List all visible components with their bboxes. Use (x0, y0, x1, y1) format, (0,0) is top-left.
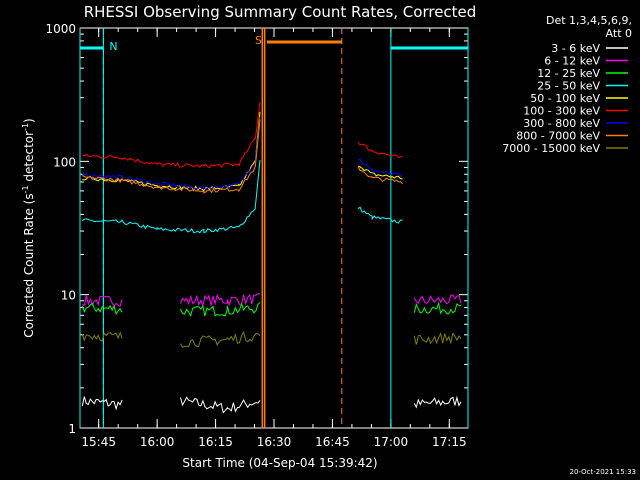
x-axis-label: Start Time (04-Sep-04 15:39:42) (182, 456, 377, 470)
saa-flag-label: S (255, 34, 262, 47)
series-800-7000keV-group (82, 119, 403, 194)
y-tick-label: 1 (68, 422, 76, 436)
series-line (82, 116, 261, 191)
x-tick-label: 17:15 (432, 435, 467, 449)
series-line (357, 166, 403, 185)
legend-entry-label: 6 - 12 keV (544, 55, 600, 68)
x-tick-label: 17:00 (374, 435, 409, 449)
series-line (82, 160, 261, 234)
series-line (413, 332, 462, 345)
legend-entry-label: 300 - 800 keV (523, 117, 600, 130)
legend-entry-label: 100 - 300 keV (523, 105, 600, 118)
series-line (180, 302, 261, 318)
y-tick-label: 100 (53, 155, 76, 169)
series-line (357, 158, 403, 178)
footer-date: 20-Oct-2021 15:33 (570, 468, 636, 476)
x-tick-label: 16:00 (140, 435, 175, 449)
series-6-12keV-group (82, 293, 462, 308)
x-tick-label: 15:45 (81, 435, 116, 449)
series-line (357, 206, 403, 224)
series-line (82, 119, 261, 194)
series-line (180, 396, 261, 414)
series-line (357, 141, 403, 159)
series-50-100keV-group (82, 111, 403, 192)
chart-title: RHESSI Observing Summary Count Rates, Co… (84, 3, 477, 21)
series-25-50keV-group (82, 160, 403, 234)
y-axis-label: Corrected Count Rate (s-1 detector-1) (21, 118, 36, 337)
legend-entry-label: 7000 - 15000 keV (502, 142, 600, 155)
series-line (81, 302, 123, 316)
series-3-6keV-group (81, 395, 462, 414)
series-line (180, 330, 261, 348)
series-line (413, 294, 462, 305)
x-tick-label: 16:45 (315, 435, 350, 449)
legend-entry-label: 12 - 25 keV (537, 67, 600, 80)
legend: Det 1,3,4,5,6,9, Att 0 (546, 14, 632, 40)
series-7000-15000keV-group (81, 330, 462, 348)
series-line (81, 396, 123, 411)
legend-entry-label: 25 - 50 keV (537, 80, 600, 93)
legend-header-line-2: Att 0 (606, 27, 632, 40)
series-line (81, 331, 123, 342)
legend-entry-label: 50 - 100 keV (530, 92, 600, 105)
series-line (82, 295, 123, 307)
y-tick-label: 1000 (45, 22, 76, 36)
plot-frame (79, 27, 469, 429)
series-300-800keV-group (82, 116, 403, 191)
series-12-25keV-group (81, 301, 462, 318)
series-line (413, 301, 462, 315)
legend-header-line-1: Det 1,3,4,5,6,9, (546, 14, 632, 27)
night-flag-label: N (109, 40, 117, 53)
x-tick-label: 16:30 (257, 435, 292, 449)
series-line (357, 165, 403, 180)
series-line (180, 293, 261, 308)
legend-entry-label: 800 - 7000 keV (516, 130, 600, 143)
x-tick-label: 16:15 (198, 435, 233, 449)
series-100-300keV-group (82, 101, 403, 169)
series-line (82, 101, 261, 169)
legend-entry-label: 3 - 6 keV (551, 42, 600, 55)
series-line (413, 395, 462, 409)
y-tick-label: 10 (61, 289, 76, 303)
